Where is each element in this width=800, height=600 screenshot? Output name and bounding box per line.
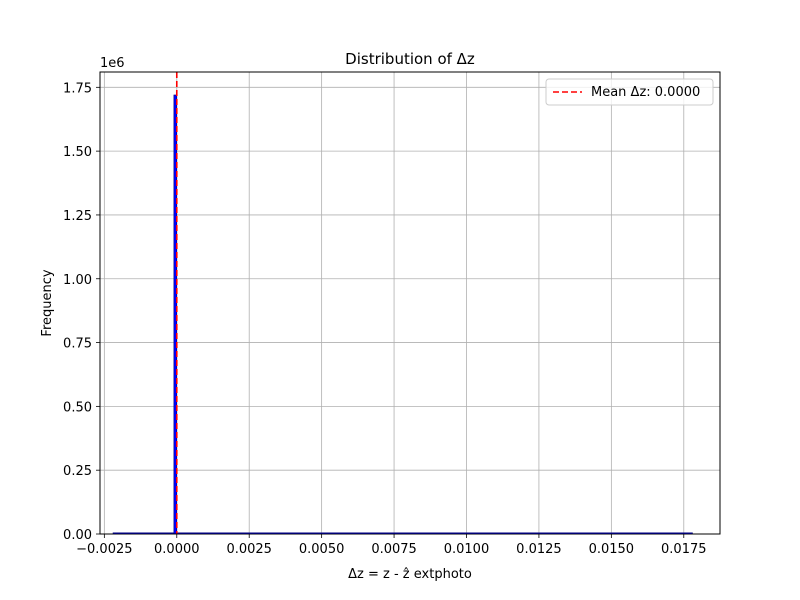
x-tick-label: 0.0025	[226, 542, 272, 557]
x-tick-label: 0.0100	[444, 542, 490, 557]
x-tick-label: 0.0175	[661, 542, 707, 557]
y-tick-label: 1.25	[63, 209, 92, 224]
y-tick-label: 0.25	[63, 464, 92, 479]
x-tick-label: 0.0125	[516, 542, 562, 557]
y-axis-offset-text: 1e6	[100, 56, 125, 71]
y-tick-label: 0.75	[63, 337, 92, 352]
y-axis-label: Frequency	[40, 269, 55, 336]
x-tick-label: 0.0075	[371, 542, 417, 557]
y-tick-label: 0.50	[63, 400, 92, 415]
y-tick-label: 1.75	[63, 81, 92, 96]
y-tick-label: 1.00	[63, 273, 92, 288]
legend-mean-label: Mean Δz: 0.0000	[591, 85, 700, 100]
legend: Mean Δz: 0.0000	[545, 78, 714, 106]
x-tick-label: 0.0050	[299, 542, 345, 557]
chart-title: Distribution of Δz	[345, 50, 475, 68]
legend-box	[545, 78, 714, 106]
y-tick-label: 0.00	[63, 528, 92, 543]
x-tick-label: 0.0150	[589, 542, 635, 557]
x-axis-ticks: −0.0025 0.0000 0.0025 0.0050 0.0075 0.0100 0.0…	[76, 534, 707, 557]
x-tick-label: −0.0025	[76, 542, 132, 557]
axes-frame	[99, 71, 721, 535]
x-tick-label: 0.0000	[154, 542, 200, 557]
x-axis-label: Δz = z - ẑ extphoto	[348, 567, 472, 582]
y-tick-label: 1.50	[63, 145, 92, 160]
y-axis-ticks: 0.00 0.25 0.50 0.75 1.00 1.25 1.50 1.75	[63, 81, 100, 543]
